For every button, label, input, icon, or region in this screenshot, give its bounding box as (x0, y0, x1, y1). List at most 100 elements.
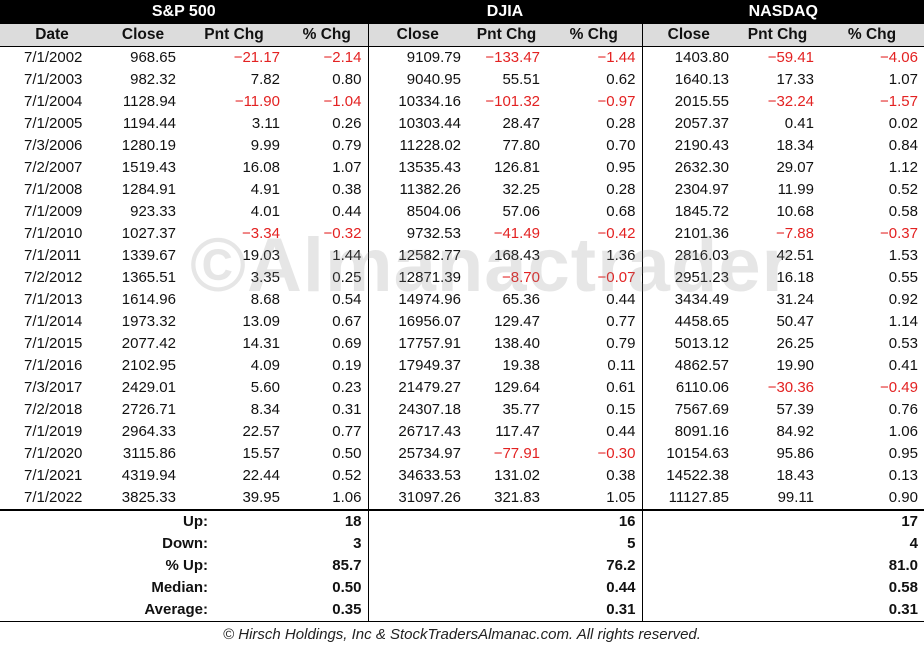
sp500-close-cell: 2102.95 (104, 355, 182, 377)
djia-close-cell: 8504.06 (368, 201, 467, 223)
djia-pct-chg-cell: 0.70 (546, 135, 642, 157)
djia-pct-chg-cell: 0.44 (546, 289, 642, 311)
date-cell: 7/1/2005 (0, 113, 104, 135)
nasdaq-pct-chg-cell: 0.95 (820, 443, 924, 465)
nasdaq-close-cell: 1845.72 (642, 201, 735, 223)
sp500-pnt-chg-cell: 15.57 (182, 443, 286, 465)
nasdaq-close-cell: 2632.30 (642, 157, 735, 179)
date-cell: 7/1/2014 (0, 311, 104, 333)
sp500-pnt-chg-cell: 16.08 (182, 157, 286, 179)
index-header-row: S&P 500 DJIA NASDAQ (0, 0, 924, 24)
nasdaq-close-cell: 7567.69 (642, 399, 735, 421)
sp500-pct-chg-cell: −1.04 (286, 91, 368, 113)
djia-pnt-chg-cell: −41.49 (467, 223, 546, 245)
djia-summary-value: 76.2 (368, 555, 642, 577)
nasdaq-summary-value: 0.58 (642, 577, 924, 599)
sp500-close-cell: 2964.33 (104, 421, 182, 443)
sp500-pct-chg-cell: 0.80 (286, 69, 368, 91)
djia-close-cell: 34633.53 (368, 465, 467, 487)
sp500-pnt-chg-cell: 8.34 (182, 399, 286, 421)
djia-pnt-chg-cell: 131.02 (467, 465, 546, 487)
nasdaq-pnt-chg-header: Pnt Chg (735, 24, 820, 47)
sp500-pct-chg-cell: 0.19 (286, 355, 368, 377)
djia-pnt-chg-cell: 129.47 (467, 311, 546, 333)
djia-close-cell: 11228.02 (368, 135, 467, 157)
djia-pct-chg-cell: −0.07 (546, 267, 642, 289)
sp500-pnt-chg-cell: 22.44 (182, 465, 286, 487)
date-cell: 7/3/2006 (0, 135, 104, 157)
djia-header: DJIA (368, 0, 642, 24)
sp500-pct-chg-cell: 0.52 (286, 465, 368, 487)
djia-close-cell: 10334.16 (368, 91, 467, 113)
nasdaq-pnt-chg-cell: 19.90 (735, 355, 820, 377)
sp500-pnt-chg-cell: 3.11 (182, 113, 286, 135)
djia-pnt-chg-cell: 32.25 (467, 179, 546, 201)
djia-pct-chg-cell: 1.05 (546, 487, 642, 510)
sp500-summary-value: 3 (286, 533, 368, 555)
djia-pct-chg-cell: 0.44 (546, 421, 642, 443)
nasdaq-pnt-chg-cell: 57.39 (735, 399, 820, 421)
nasdaq-pct-chg-cell: 0.52 (820, 179, 924, 201)
nasdaq-pnt-chg-cell: 95.86 (735, 443, 820, 465)
nasdaq-close-cell: 2101.36 (642, 223, 735, 245)
sp500-pct-chg-cell: 0.25 (286, 267, 368, 289)
nasdaq-pnt-chg-cell: 11.99 (735, 179, 820, 201)
djia-pnt-chg-cell: 28.47 (467, 113, 546, 135)
nasdaq-pct-chg-cell: 1.53 (820, 245, 924, 267)
sp500-pct-chg-header: % Chg (286, 24, 368, 47)
nasdaq-close-cell: 8091.16 (642, 421, 735, 443)
nasdaq-pnt-chg-cell: 99.11 (735, 487, 820, 510)
nasdaq-pnt-chg-cell: 0.41 (735, 113, 820, 135)
sp500-close-cell: 1194.44 (104, 113, 182, 135)
djia-pnt-chg-cell: 77.80 (467, 135, 546, 157)
sp500-close-cell: 1284.91 (104, 179, 182, 201)
nasdaq-pct-chg-cell: 1.06 (820, 421, 924, 443)
sp500-close-cell: 1614.96 (104, 289, 182, 311)
nasdaq-pct-chg-cell: 0.13 (820, 465, 924, 487)
nasdaq-close-cell: 14522.38 (642, 465, 735, 487)
nasdaq-pnt-chg-cell: 16.18 (735, 267, 820, 289)
nasdaq-pnt-chg-cell: 18.43 (735, 465, 820, 487)
column-header-row: Date Close Pnt Chg % Chg Close Pnt Chg %… (0, 24, 924, 47)
date-cell: 7/2/2007 (0, 157, 104, 179)
djia-pnt-chg-cell: 65.36 (467, 289, 546, 311)
sp500-pct-chg-cell: 0.31 (286, 399, 368, 421)
djia-pct-chg-cell: 0.61 (546, 377, 642, 399)
sp500-close-cell: 923.33 (104, 201, 182, 223)
djia-pnt-chg-cell: 35.77 (467, 399, 546, 421)
footer-row: © Hirsch Holdings, Inc & StockTradersAlm… (0, 622, 924, 648)
djia-pnt-chg-cell: 126.81 (467, 157, 546, 179)
sp500-close-cell: 2429.01 (104, 377, 182, 399)
nasdaq-pnt-chg-cell: −7.88 (735, 223, 820, 245)
nasdaq-close-cell: 2816.03 (642, 245, 735, 267)
nasdaq-close-cell: 2951.23 (642, 267, 735, 289)
djia-pnt-chg-cell: −8.70 (467, 267, 546, 289)
sp500-close-header: Close (104, 24, 182, 47)
sp500-close-cell: 1128.94 (104, 91, 182, 113)
sp500-pct-chg-cell: 0.77 (286, 421, 368, 443)
sp500-pct-chg-cell: 0.26 (286, 113, 368, 135)
sp500-pct-chg-cell: 0.50 (286, 443, 368, 465)
djia-pnt-chg-cell: 129.64 (467, 377, 546, 399)
sp500-pnt-chg-cell: 14.31 (182, 333, 286, 355)
sp500-pnt-chg-cell: 3.35 (182, 267, 286, 289)
sp500-pnt-chg-cell: 8.68 (182, 289, 286, 311)
nasdaq-pct-chg-cell: 0.02 (820, 113, 924, 135)
djia-pnt-chg-cell: −101.32 (467, 91, 546, 113)
djia-close-cell: 12582.77 (368, 245, 467, 267)
nasdaq-pnt-chg-cell: 42.51 (735, 245, 820, 267)
nasdaq-close-cell: 3434.49 (642, 289, 735, 311)
date-cell: 7/1/2002 (0, 47, 104, 70)
sp500-summary-value: 85.7 (286, 555, 368, 577)
